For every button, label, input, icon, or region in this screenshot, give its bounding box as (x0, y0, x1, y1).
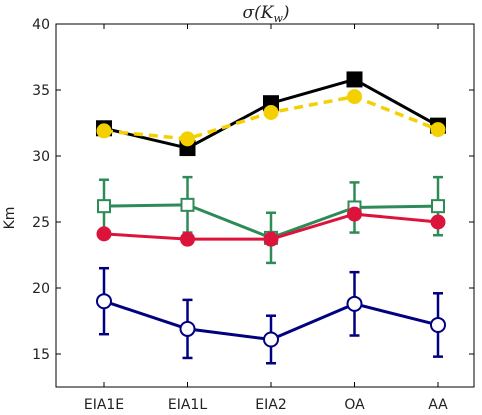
data-point (431, 199, 445, 214)
data-point (346, 295, 363, 312)
y-axis-label: Km (2, 207, 18, 230)
data-point (430, 214, 446, 230)
data-point (430, 316, 446, 333)
x-tick-label: AA (428, 397, 448, 413)
data-point (97, 199, 111, 214)
plot-area-frame (55, 23, 475, 388)
x-tick-label: EIA1E (84, 397, 124, 413)
data-point (347, 89, 362, 105)
y-tick-label: 35 (32, 83, 50, 99)
chart-title: σ(Kw) (243, 3, 290, 25)
data-point (263, 231, 279, 247)
y-tick-label: 15 (32, 347, 50, 363)
data-point (263, 331, 279, 348)
x-tick-label: EIA1L (168, 397, 207, 413)
data-point (96, 226, 112, 242)
series-3 (97, 175, 445, 265)
data-point (347, 206, 362, 222)
data-point (180, 197, 195, 212)
x-tick-label: EIA2 (255, 397, 286, 413)
data-point (96, 293, 112, 310)
x-tick-label: OA (344, 397, 365, 413)
data-point (430, 122, 446, 138)
series-4 (96, 206, 446, 247)
y-tick-label: 25 (32, 215, 50, 231)
y-tick-label: 30 (32, 149, 50, 165)
data-point (179, 320, 196, 337)
y-tick-label: 20 (32, 281, 50, 297)
data-point (96, 123, 112, 139)
y-tick-label: 40 (32, 17, 50, 33)
series-5 (96, 266, 446, 365)
series-2 (96, 89, 446, 147)
data-point (263, 104, 279, 120)
data-point (346, 71, 363, 88)
data-point (180, 131, 195, 147)
data-point (180, 231, 195, 247)
ticks-layer: 15 20 25 30 35 40 EIA1E EIA1L EIA2 OA AA (32, 17, 474, 413)
series-layer (96, 71, 446, 365)
